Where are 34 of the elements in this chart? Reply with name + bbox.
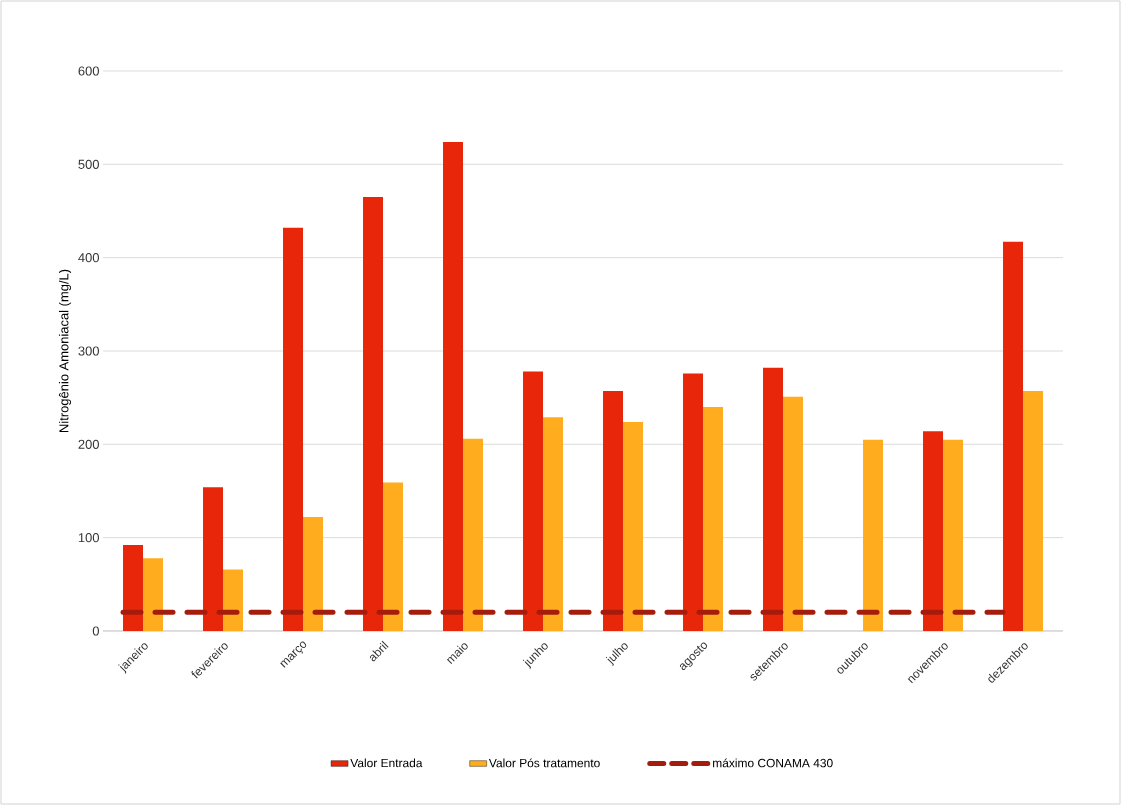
bar (603, 391, 624, 631)
bar (223, 569, 244, 631)
y-tick-label: 300 (78, 346, 99, 356)
bar (523, 371, 544, 631)
bar (283, 227, 304, 631)
bar (923, 431, 944, 631)
bar (943, 439, 964, 631)
bar (143, 558, 164, 631)
bar (1003, 241, 1024, 631)
bar (683, 373, 704, 631)
bar (1023, 391, 1044, 631)
y-tick-label: 200 (78, 439, 99, 449)
bar (863, 439, 884, 631)
y-tick-label: 600 (78, 66, 99, 76)
y-tick-label: 400 (78, 253, 99, 263)
bar (363, 196, 384, 631)
legend-label: Valor Entrada (350, 758, 423, 768)
y-axis-title: Nitrogênio Amoniacal (mg/L) (58, 269, 72, 432)
y-tick-label: 0 (92, 626, 99, 636)
y-tick-label: 500 (78, 159, 99, 169)
bar (763, 367, 784, 631)
bar (383, 482, 404, 631)
legend-label: Valor Pós tratamento (488, 758, 600, 768)
bar (783, 396, 804, 631)
y-tick-label: 100 (78, 533, 99, 543)
bar (543, 417, 564, 631)
bar (463, 438, 484, 631)
bar (443, 141, 464, 631)
bar (303, 517, 324, 631)
bar (623, 421, 644, 631)
legend-label: máximo CONAMA 430 (713, 758, 833, 768)
bar (203, 487, 224, 631)
bar (703, 406, 724, 631)
bar (123, 545, 144, 631)
